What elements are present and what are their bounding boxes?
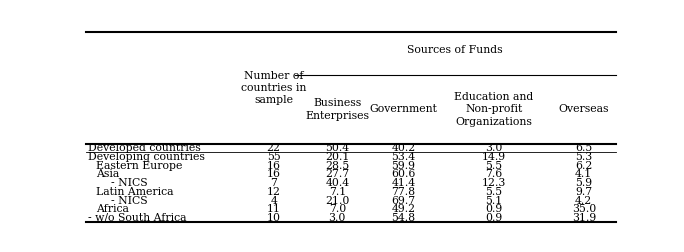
Text: 3.0: 3.0 [328,213,346,223]
Text: 7.0: 7.0 [329,204,346,214]
Text: Asia: Asia [96,169,119,179]
Text: 22: 22 [267,143,280,153]
Text: 4.2: 4.2 [575,196,592,206]
Text: Sources of Funds: Sources of Funds [408,45,503,55]
Text: 7.6: 7.6 [485,169,502,179]
Text: 5.1: 5.1 [485,196,502,206]
Text: 69.7: 69.7 [391,196,416,206]
Text: Overseas: Overseas [559,104,609,114]
Text: 0.9: 0.9 [485,204,502,214]
Text: 0.9: 0.9 [485,213,502,223]
Text: 12.3: 12.3 [482,178,506,188]
Text: - NICS: - NICS [104,196,148,206]
Text: Government: Government [369,104,438,114]
Text: 4: 4 [270,196,277,206]
Text: 10: 10 [267,213,280,223]
Text: 31.9: 31.9 [572,213,596,223]
Text: - NICS: - NICS [104,178,148,188]
Text: Africa: Africa [96,204,129,214]
Text: 5.5: 5.5 [485,187,502,197]
Text: Number of
countries in
sample: Number of countries in sample [241,71,306,105]
Text: 54.8: 54.8 [391,213,416,223]
Text: - w/o South Africa: - w/o South Africa [88,213,187,223]
Text: 40.4: 40.4 [325,178,350,188]
Text: 35.0: 35.0 [572,204,596,214]
Text: 12: 12 [267,187,280,197]
Text: 21.0: 21.0 [325,196,350,206]
Text: 9.7: 9.7 [575,187,592,197]
Text: 40.2: 40.2 [391,143,416,153]
Text: 55: 55 [267,152,280,162]
Text: Latin America: Latin America [96,187,174,197]
Text: 11: 11 [267,204,280,214]
Text: 14.9: 14.9 [482,152,505,162]
Text: 59.9: 59.9 [391,161,416,171]
Text: 16: 16 [267,161,280,171]
Text: 27.7: 27.7 [325,169,350,179]
Text: 60.6: 60.6 [391,169,416,179]
Text: 41.4: 41.4 [391,178,416,188]
Text: 7.1: 7.1 [329,187,346,197]
Text: Eastern Europe: Eastern Europe [96,161,183,171]
Text: Education and
Non-profit
Organizations: Education and Non-profit Organizations [454,92,534,127]
Text: 5.5: 5.5 [485,161,502,171]
Text: 4.1: 4.1 [575,169,592,179]
Text: Business
Enterprises: Business Enterprises [305,98,369,120]
Text: 7: 7 [270,178,277,188]
Text: 6.2: 6.2 [575,161,592,171]
Text: 3.0: 3.0 [485,143,502,153]
Text: 16: 16 [267,169,280,179]
Text: Developing countries: Developing countries [88,152,205,162]
Text: 53.4: 53.4 [391,152,416,162]
Text: 6.5: 6.5 [575,143,592,153]
Text: Developed countries: Developed countries [88,143,201,153]
Text: 5.3: 5.3 [575,152,592,162]
Text: 77.8: 77.8 [391,187,416,197]
Text: 28.5: 28.5 [325,161,350,171]
Text: 50.4: 50.4 [325,143,350,153]
Text: 5.9: 5.9 [575,178,592,188]
Text: 49.2: 49.2 [391,204,416,214]
Text: 20.1: 20.1 [325,152,350,162]
